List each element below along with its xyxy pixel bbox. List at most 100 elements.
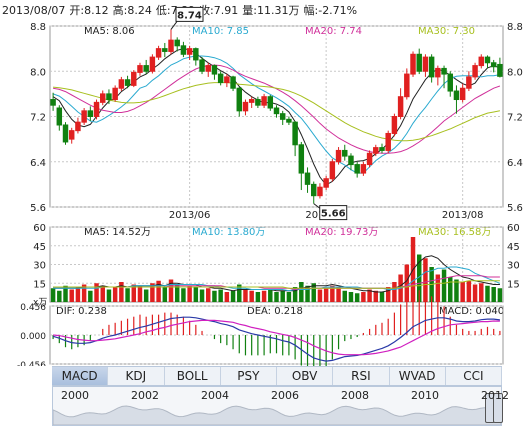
- tab-psy[interactable]: PSY: [221, 367, 277, 385]
- volume-bar: [416, 254, 422, 302]
- volume-bar: [479, 283, 484, 302]
- tab-macd[interactable]: MACD: [52, 367, 109, 385]
- volume-bar: [280, 290, 285, 302]
- timeline-right-handle[interactable]: [493, 393, 503, 423]
- candle-body: [205, 65, 211, 72]
- volume-bar: [224, 292, 230, 302]
- candle: [242, 99, 249, 116]
- volume-bar: [150, 283, 155, 302]
- candle-body: [137, 65, 143, 73]
- candle-body: [472, 65, 478, 78]
- volume-bar: [454, 279, 459, 302]
- price-ma5-label: MA5: 8.06: [84, 26, 135, 37]
- high-marker-label: 8.74: [177, 10, 202, 21]
- candle-body: [410, 53, 416, 75]
- candle: [50, 92, 56, 111]
- volume-bar: [187, 285, 192, 302]
- volume-bar: [299, 282, 304, 302]
- timeline-year-label: 2010: [411, 389, 439, 402]
- candle: [273, 105, 280, 118]
- price-y-tick-right: 8.8: [507, 22, 523, 33]
- volume-bar: [392, 282, 397, 302]
- candle-body: [286, 118, 292, 123]
- candle: [124, 75, 131, 89]
- volume-bar: [212, 290, 217, 302]
- price-ma30-line: [53, 82, 500, 142]
- candle-body: [329, 161, 336, 180]
- candle: [236, 87, 243, 117]
- candle-body: [292, 121, 298, 146]
- candle-body: [490, 62, 497, 68]
- tab-kdj[interactable]: KDJ: [108, 367, 165, 385]
- price-x-tick-label: 2013/06: [169, 210, 211, 221]
- tab-boll[interactable]: BOLL: [165, 367, 221, 385]
- indicator-tabs: MACD KDJ BOLL PSY OBV RSI WVAD CCI: [52, 366, 502, 386]
- volume-bar: [137, 285, 143, 302]
- candle: [478, 54, 485, 69]
- candle-body: [373, 147, 379, 154]
- timeline-year-label: 2000: [61, 389, 89, 402]
- candle-body: [62, 124, 69, 143]
- volume-bar: [441, 269, 447, 302]
- candle: [180, 41, 187, 58]
- high-marker-box: [175, 6, 204, 22]
- candle: [62, 122, 69, 145]
- volume-bar: [385, 287, 391, 302]
- candle-body: [186, 48, 193, 55]
- price-x-tick-label: 2013/08: [442, 210, 484, 221]
- candle-body: [87, 110, 94, 117]
- candle: [155, 45, 162, 60]
- candle: [137, 62, 143, 76]
- volume-bar: [485, 285, 490, 302]
- candle: [317, 183, 323, 199]
- candle: [199, 57, 205, 75]
- volume-ma20-label: MA20: 19.73万: [305, 227, 378, 238]
- candle-body: [112, 87, 118, 101]
- volume-bar: [466, 280, 472, 302]
- candle: [373, 144, 379, 157]
- candle-body: [391, 116, 398, 134]
- volume-bar: [286, 292, 292, 302]
- candle: [304, 167, 311, 193]
- price-ma10-label: MA10: 7.85: [192, 26, 249, 37]
- candle: [211, 64, 218, 80]
- candle: [75, 117, 81, 134]
- tab-cci[interactable]: CCI: [446, 367, 502, 385]
- volume-y-tick-right: 30: [507, 261, 520, 272]
- macd-y-tick-left: -0.456: [17, 361, 46, 366]
- candle: [459, 83, 466, 103]
- stock-chart[interactable]: MA5: 8.06 MA10: 7.85 MA20: 7.74 MA30: 7.…: [0, 0, 527, 366]
- volume-bar: [330, 285, 335, 302]
- volume-bar: [249, 290, 254, 302]
- candle: [342, 144, 348, 161]
- candle-body: [304, 172, 311, 185]
- candle: [174, 37, 180, 52]
- volume-bar: [143, 289, 149, 302]
- tab-wvad[interactable]: WVAD: [390, 367, 446, 385]
- candle-body: [174, 39, 180, 47]
- candle-body: [428, 56, 435, 78]
- candle: [497, 57, 503, 78]
- volume-bar: [168, 279, 174, 302]
- candle: [298, 141, 305, 191]
- candle: [397, 88, 404, 120]
- candle: [422, 54, 429, 77]
- candle: [447, 71, 453, 97]
- candle: [453, 85, 460, 114]
- price-y-tick-right: 6.4: [507, 158, 523, 169]
- candle-body: [279, 113, 286, 120]
- candle-body: [255, 99, 261, 106]
- tab-rsi[interactable]: RSI: [333, 367, 390, 385]
- tab-obv[interactable]: OBV: [277, 367, 334, 385]
- price-ma10-line: [52, 55, 500, 174]
- timeline-year-label: 2002: [131, 389, 159, 402]
- timeline-year-label: 2008: [341, 389, 369, 402]
- timeline-navigator[interactable]: 2000 2002 2004 2006 2008 2010 2012: [52, 386, 509, 426]
- volume-bar: [243, 289, 248, 302]
- candle: [217, 71, 224, 86]
- candle: [391, 113, 398, 137]
- candle: [385, 130, 391, 154]
- volume-bar: [230, 290, 236, 302]
- low-marker-box: [319, 205, 348, 221]
- candle-body: [453, 90, 460, 101]
